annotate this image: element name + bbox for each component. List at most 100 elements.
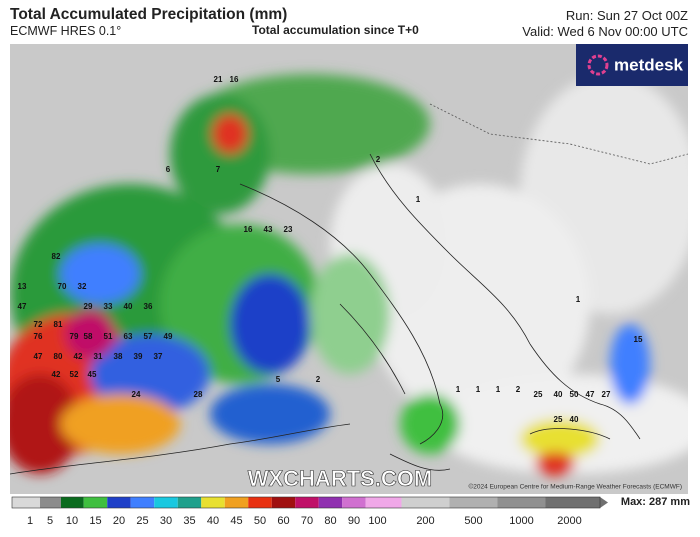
station-value: 57 <box>144 332 153 341</box>
station-value: 76 <box>34 332 43 341</box>
colorbar-segment <box>248 497 272 508</box>
colorbar-segments <box>11 496 608 509</box>
station-value: 63 <box>124 332 133 341</box>
colorbar-tick-label: 70 <box>301 515 313 527</box>
copyright: ©2024 European Centre for Medium-Range W… <box>469 483 682 491</box>
station-value: 16 <box>230 75 239 84</box>
colorbar-tick-label: 90 <box>348 515 360 527</box>
station-value: 15 <box>634 335 643 344</box>
colorbar-segment <box>224 497 249 508</box>
station-value: 32 <box>78 282 87 291</box>
colorbar-segment <box>61 497 84 508</box>
station-value: 42 <box>52 370 61 379</box>
colorbar-tick-label: 50 <box>254 515 266 527</box>
station-value: 2 <box>376 155 381 164</box>
colorbar-segment <box>271 497 296 508</box>
station-value: 70 <box>58 282 67 291</box>
watermark: WXCHARTS.COM <box>248 466 433 491</box>
station-value: 47 <box>586 390 595 399</box>
colorbar-tick-label: 80 <box>324 515 336 527</box>
colorbar-tick-label: 45 <box>230 515 242 527</box>
station-value: 1 <box>496 385 501 394</box>
station-value: 39 <box>134 352 143 361</box>
station-value: 42 <box>74 352 83 361</box>
coastlines <box>10 103 688 475</box>
colorbar-segment <box>295 497 319 508</box>
colorbar-segment <box>401 497 450 508</box>
station-value: 47 <box>34 352 43 361</box>
colorbar-segment <box>83 497 108 508</box>
station-value: 45 <box>88 370 97 379</box>
run-time: Run: Sun 27 Oct 00Z <box>565 8 688 23</box>
station-value: 16 <box>244 225 253 234</box>
station-value: 5 <box>276 375 281 384</box>
colorbar-tick-label: 25 <box>136 515 148 527</box>
station-value: 52 <box>70 370 79 379</box>
station-value: 51 <box>104 332 113 341</box>
station-value: 1 <box>576 295 581 304</box>
station-value: 1 <box>476 385 481 394</box>
colorbar-segment <box>497 497 546 508</box>
station-value: 50 <box>570 390 579 399</box>
precip-field <box>10 74 688 476</box>
station-value: 2 <box>316 375 321 384</box>
colorbar-segment <box>12 497 40 508</box>
station-value: 81 <box>54 320 63 329</box>
station-value: 33 <box>104 302 113 311</box>
colorbar-frame <box>11 496 601 509</box>
station-value: 82 <box>52 252 61 261</box>
station-value: 79 <box>70 332 79 341</box>
colorbar-arrow <box>600 497 608 508</box>
colorbar-segment <box>130 497 155 508</box>
station-value: 36 <box>144 302 153 311</box>
station-value: 25 <box>534 390 543 399</box>
colorbar-tick-label: 2000 <box>557 515 581 527</box>
station-value: 40 <box>124 302 133 311</box>
station-value: 13 <box>18 282 27 291</box>
station-value: 40 <box>570 415 579 424</box>
station-value: 23 <box>284 225 293 234</box>
colorbar-segment <box>177 497 202 508</box>
station-value: 1 <box>456 385 461 394</box>
colorbar-tick-label: 35 <box>183 515 195 527</box>
station-value: 47 <box>18 302 27 311</box>
colorbar-segment <box>545 497 600 508</box>
station-value: 37 <box>154 352 163 361</box>
colorbar-tick-label: 200 <box>416 515 434 527</box>
colorbar-segment <box>201 497 225 508</box>
colorbar-tick-label: 40 <box>207 515 219 527</box>
colorbar-tick-label: 10 <box>66 515 78 527</box>
colorbar-segment <box>107 497 131 508</box>
valid-time: Valid: Wed 6 Nov 00:00 UTC <box>522 24 688 39</box>
station-value: 29 <box>84 302 93 311</box>
station-value: 27 <box>602 390 611 399</box>
colorbar-segment <box>449 497 498 508</box>
logo-text: metdesk <box>614 55 684 74</box>
station-value: 72 <box>34 320 43 329</box>
logo: metdesk <box>576 44 688 86</box>
station-value: 49 <box>164 332 173 341</box>
station-value: 2 <box>516 385 521 394</box>
station-value: 6 <box>166 165 171 174</box>
colorbar-segment <box>40 497 61 508</box>
colorbar-tick-label: 15 <box>89 515 101 527</box>
colorbar-tick-label: 1 <box>27 515 33 527</box>
station-value: 28 <box>194 390 203 399</box>
colorbar-tick-label: 30 <box>160 515 172 527</box>
colorbar-tick-label: 60 <box>277 515 289 527</box>
colorbar-segment <box>342 497 366 508</box>
colorbar-segment <box>318 497 343 508</box>
title: Total Accumulated Precipitation (mm) <box>10 6 288 23</box>
station-value: 21 <box>214 75 223 84</box>
station-value: 24 <box>132 390 141 399</box>
colorbar-segment <box>154 497 178 508</box>
colorbar-tick-label: 500 <box>464 515 482 527</box>
colorbar-tick-label: 20 <box>113 515 125 527</box>
station-value: 7 <box>216 165 221 174</box>
station-value: 40 <box>554 390 563 399</box>
colorbar-tick-label: 5 <box>47 515 53 527</box>
station-value: 43 <box>264 225 273 234</box>
station-value: 38 <box>114 352 123 361</box>
